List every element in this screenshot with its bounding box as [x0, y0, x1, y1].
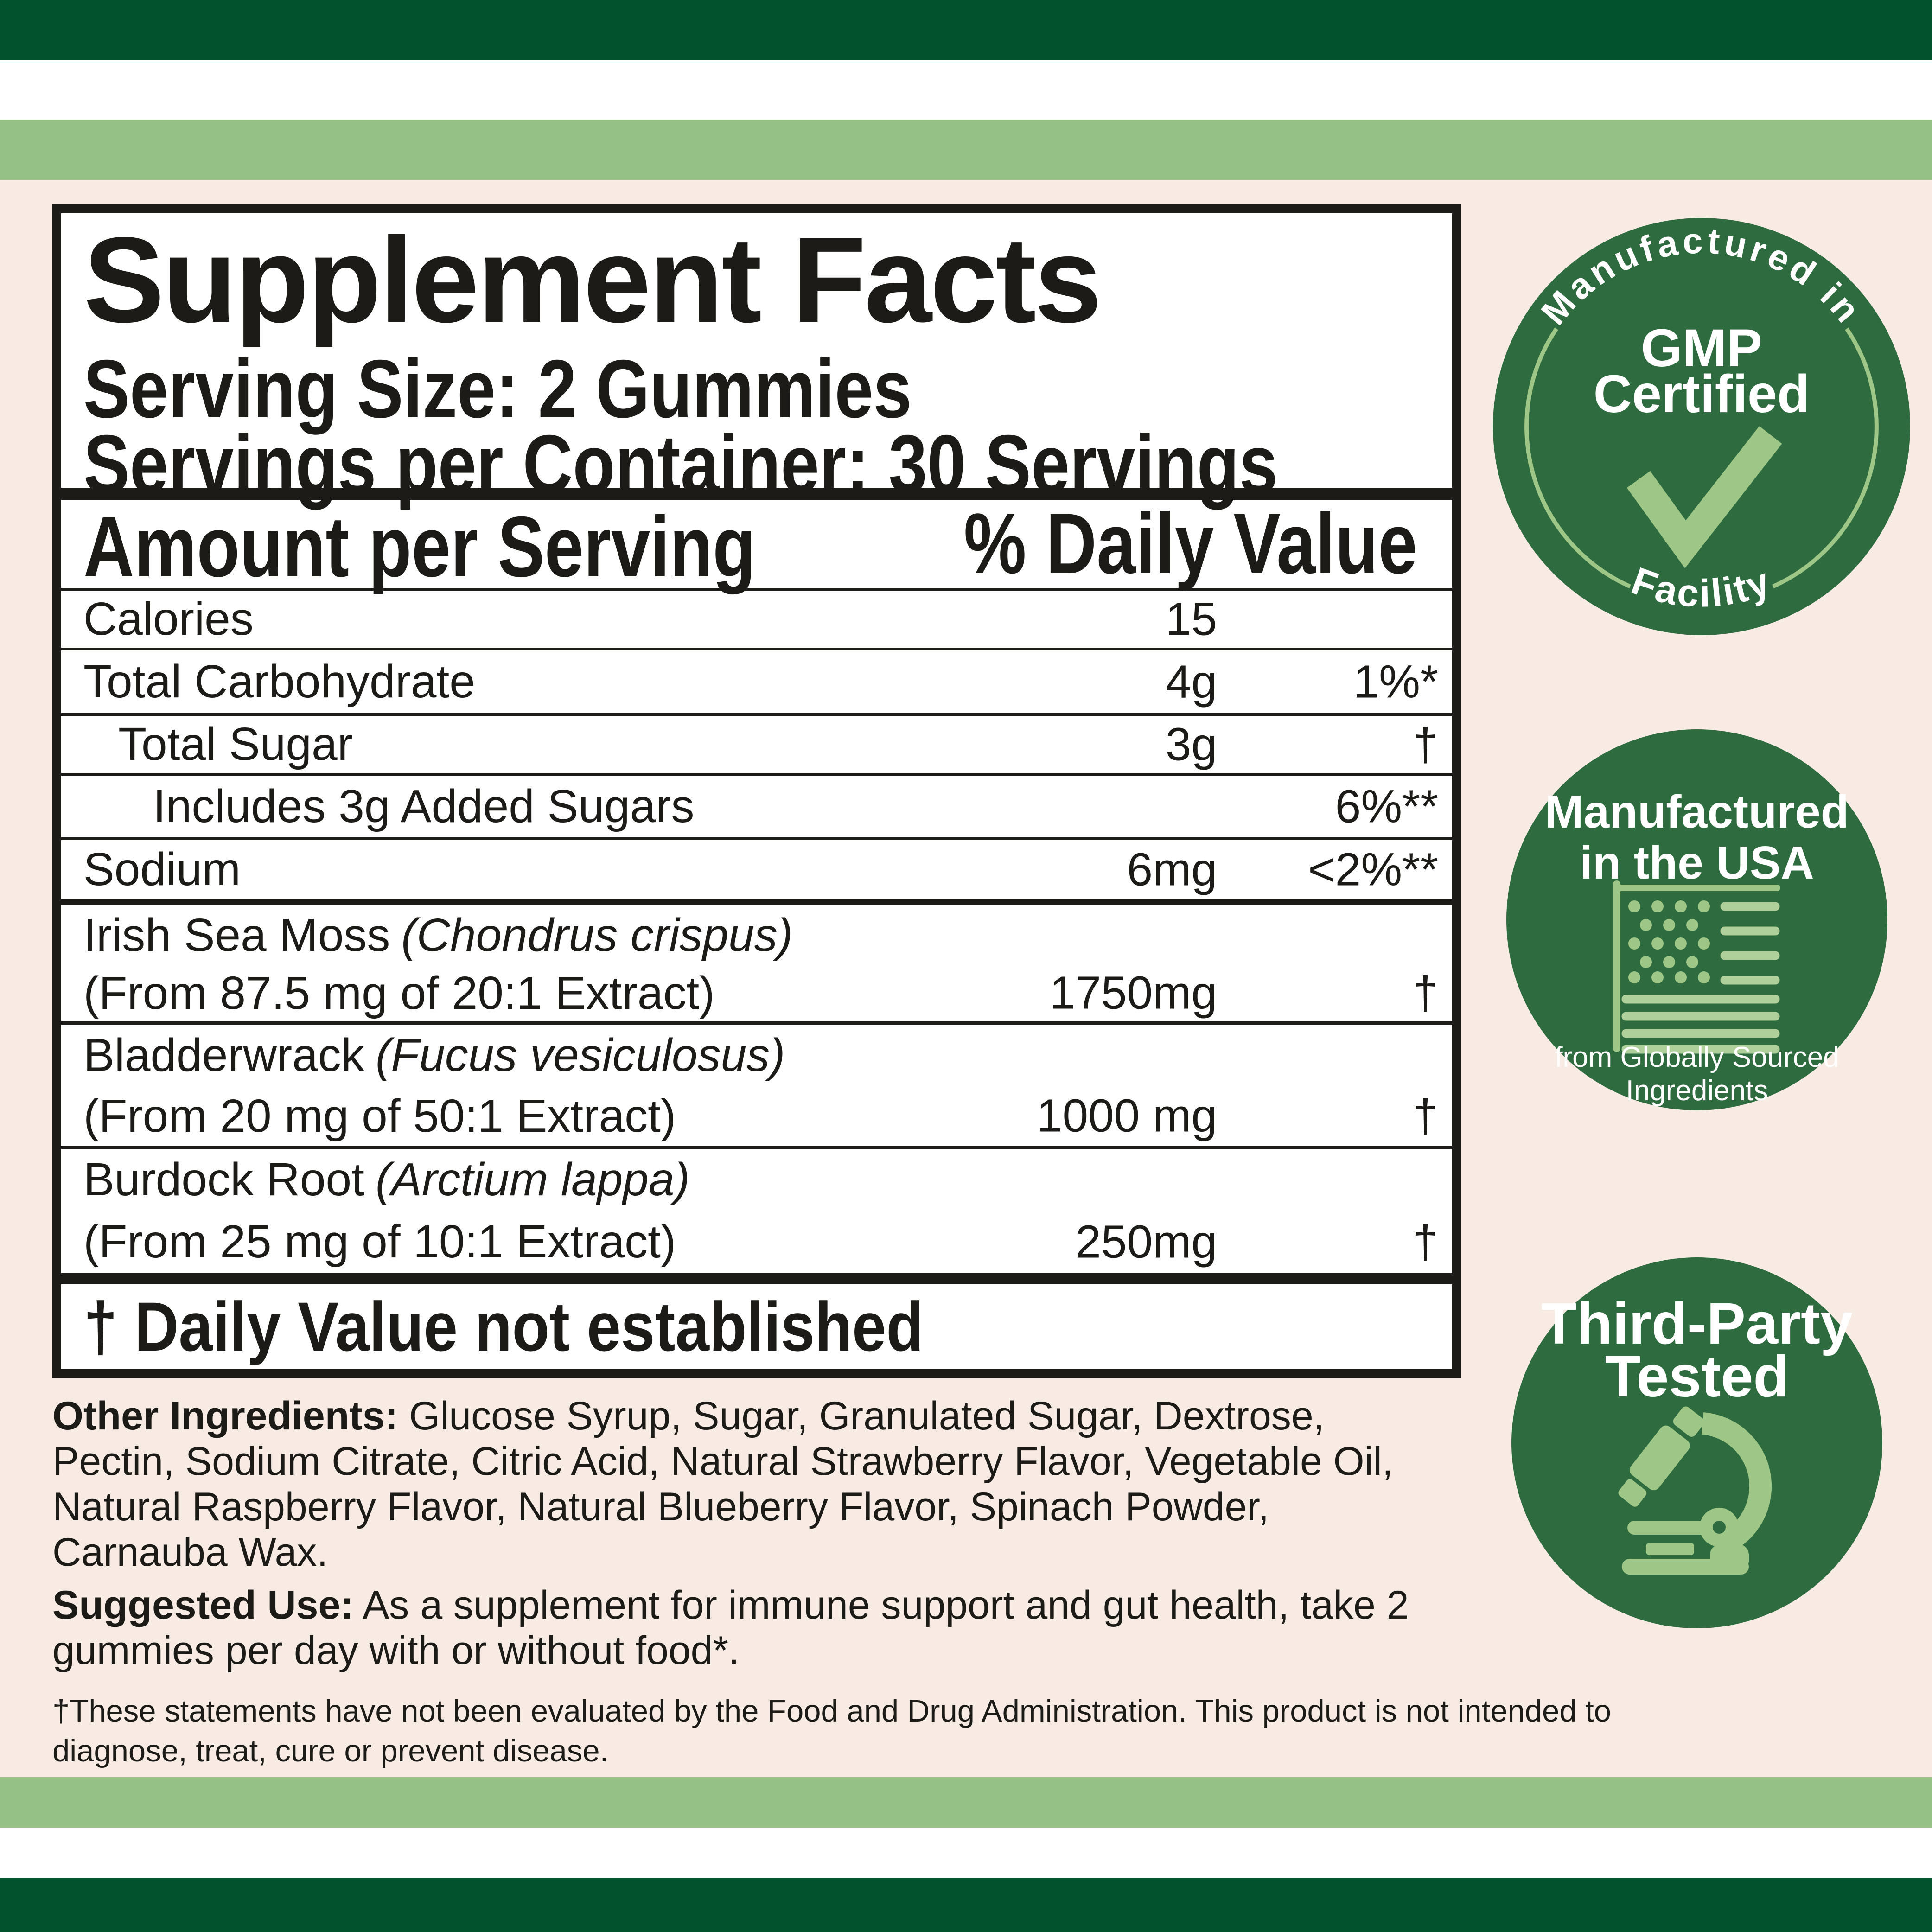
serving-size: Serving Size: 2 Gummies [83, 343, 912, 435]
usa-sub1: from Globally Sourced [1555, 1041, 1839, 1073]
table-row-added-sugars: Includes 3g Added Sugars 6%** [153, 780, 1438, 832]
fda-disclaimer-line1: †These statements have not been evaluate… [52, 1694, 1612, 1728]
gmp-line1: GMP [1641, 319, 1762, 378]
table-row-irish-sea-moss-extract: (From 87.5 mg of 20:1 Extract) 1750mg † [83, 967, 1438, 1019]
suggested-use: Suggested Use: As a supplement for immun… [52, 1582, 1441, 1673]
badge-circle [1493, 218, 1910, 635]
divider [61, 837, 1452, 840]
third-party-tested-badge: Third-Party Tested [1511, 1257, 1882, 1628]
usa-line1: Manufactured [1545, 786, 1849, 838]
panel-title: Supplement Facts [83, 212, 1102, 348]
divider-thick [61, 1273, 1452, 1284]
other-ingredients-text: Glucose Syrup, Sugar, Granulated Sugar, … [52, 1394, 1393, 1575]
badge-circle [1506, 729, 1887, 1110]
divider [61, 713, 1452, 716]
suggested-use-label: Suggested Use: [52, 1583, 354, 1627]
divider [61, 588, 1452, 591]
table-row-calories: Calories 15 [83, 593, 1217, 645]
tp-line1: Third-Party [1541, 1291, 1853, 1356]
header-amount-per-serving: Amount per Serving [83, 499, 756, 595]
table-header: Amount per Serving % Daily Value [61, 496, 1452, 595]
divider [61, 648, 1452, 650]
bottom-bar-dark-green [0, 1878, 1932, 1932]
table-row-total-sugar: Total Sugar 3g † [118, 718, 1438, 770]
table-row-bladderwrack-extract: (From 20 mg of 50:1 Extract) 1000 mg † [83, 1090, 1438, 1142]
divider [61, 1021, 1452, 1025]
divider-thick [61, 488, 1452, 500]
usa-sub2: Ingredients [1626, 1075, 1768, 1107]
gmp-line2: Certified [1594, 364, 1810, 424]
top-bar-light-green [0, 120, 1932, 180]
table-row-burdock-root-name: Burdock Root (Arctium lappa) [83, 1154, 690, 1205]
usa-line2: in the USA [1580, 837, 1814, 889]
suggested-use-text: As a supplement for immune support and g… [52, 1583, 1409, 1673]
daily-value-footnote: † Daily Value not established [83, 1287, 924, 1365]
made-in-usa-badge: Manufactured in the USA from Globally So… [1506, 729, 1887, 1110]
table-row-sodium: Sodium 6mg <2%** [83, 843, 1438, 895]
top-bar-white [0, 60, 1932, 120]
table-row-total-carbohydrate: Total Carbohydrate 4g 1%* [83, 656, 1438, 708]
inner-arc-left [1524, 327, 1631, 589]
top-bar-dark-green [0, 0, 1932, 60]
bottom-bar-light-green [0, 1777, 1932, 1828]
badge-circle [1511, 1257, 1882, 1628]
table-row-irish-sea-moss-name: Irish Sea Moss (Chondrus crispus) [83, 909, 793, 961]
divider-medium [61, 899, 1452, 905]
divider [61, 1146, 1452, 1149]
other-ingredients: Other Ingredients: Glucose Syrup, Sugar,… [52, 1393, 1441, 1575]
microscope-icon [1618, 1406, 1772, 1575]
table-row-burdock-root-extract: (From 25 mg of 10:1 Extract) 250mg † [83, 1216, 1438, 1268]
inner-arc-right [1772, 327, 1879, 589]
us-flag-icon [1613, 880, 1780, 1054]
bottom-bar-white [0, 1828, 1932, 1878]
header-daily-value: % Daily Value [963, 496, 1417, 592]
tp-line2: Tested [1605, 1344, 1789, 1409]
gmp-certified-badge: Manufactured in GMP Certified Facility [1493, 218, 1910, 635]
fda-disclaimer-line2: diagnose, treat, cure or prevent disease… [52, 1734, 609, 1768]
check-icon [1626, 426, 1782, 568]
supplement-facts-panel: Supplement Facts Serving Size: 2 Gummies… [52, 204, 1461, 1378]
divider [61, 773, 1452, 776]
other-ingredients-label: Other Ingredients: [52, 1394, 398, 1438]
table-row-bladderwrack-name: Bladderwrack (Fucus vesiculosus) [83, 1029, 785, 1081]
fda-disclaimer: †These statements have not been evaluate… [52, 1691, 1749, 1771]
